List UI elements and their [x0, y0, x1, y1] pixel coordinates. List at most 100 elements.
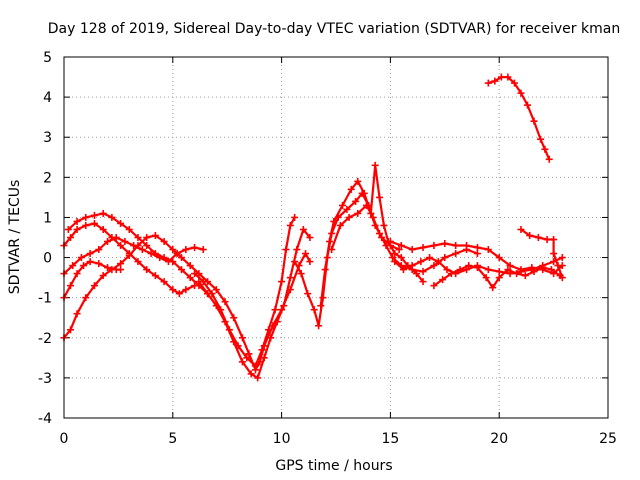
data-point	[426, 254, 434, 262]
y-tick-label: 5	[43, 50, 52, 66]
data-point	[186, 274, 194, 282]
data-point	[306, 234, 314, 241]
data-point	[530, 117, 538, 125]
data-point	[86, 258, 94, 266]
x-axis-label: GPS time / hours	[275, 458, 392, 474]
data-point	[217, 306, 225, 314]
x-tick-label: 0	[60, 431, 69, 447]
data-point	[151, 272, 159, 280]
data-point	[545, 155, 553, 163]
data-point	[495, 268, 503, 276]
data-point	[419, 244, 427, 252]
series-line	[62, 234, 311, 371]
data-point	[82, 213, 90, 221]
data-point	[175, 290, 183, 298]
series-arc-5	[60, 231, 314, 374]
x-tick-labels: 0 5 10 15 20 25	[60, 431, 617, 447]
data-point	[212, 286, 220, 294]
data-point	[160, 238, 168, 246]
data-point	[67, 282, 75, 290]
data-point	[534, 234, 542, 241]
data-point	[299, 225, 307, 233]
data-point	[345, 213, 353, 221]
data-point	[182, 286, 190, 294]
data-point	[447, 270, 455, 278]
data-point	[484, 246, 492, 254]
series-arc-13	[430, 262, 564, 292]
data-point	[280, 302, 288, 310]
data-point	[558, 274, 566, 282]
data-point	[408, 246, 416, 254]
data-point	[504, 73, 512, 81]
data-point	[267, 334, 275, 342]
data-point	[125, 252, 133, 260]
data-point	[452, 250, 460, 258]
data-point	[225, 326, 233, 334]
data-point	[376, 193, 384, 201]
data-point	[143, 242, 151, 250]
data-point	[80, 262, 88, 270]
data-point	[245, 350, 253, 358]
data-point	[452, 242, 460, 250]
data-point	[86, 250, 94, 258]
data-point	[169, 246, 177, 254]
data-point	[456, 266, 464, 274]
data-point	[108, 266, 116, 274]
y-tick-label: 0	[43, 251, 52, 267]
x-tick-label: 15	[381, 431, 399, 447]
y-tick-label: 4	[43, 90, 52, 106]
data-point	[258, 346, 266, 354]
data-point	[254, 374, 262, 382]
series-line	[432, 264, 562, 289]
data-point	[104, 238, 112, 246]
data-point	[169, 286, 177, 294]
y-tick-label: -1	[38, 291, 52, 307]
y-tick-label: -4	[38, 411, 52, 427]
data-point	[90, 282, 98, 290]
data-point	[67, 234, 75, 241]
y-tick-label: -2	[38, 331, 52, 347]
data-point	[417, 258, 425, 266]
data-point	[182, 246, 190, 254]
y-axis-label: SDTVAR / TECUs	[7, 180, 23, 295]
data-point	[347, 185, 355, 193]
data-point	[315, 322, 323, 330]
data-point	[82, 294, 90, 302]
data-point	[386, 238, 394, 246]
data-point	[178, 266, 186, 274]
data-point	[121, 238, 129, 246]
data-point	[419, 278, 427, 286]
data-point	[82, 221, 90, 229]
data-point	[64, 225, 72, 233]
data-point	[95, 246, 103, 254]
data-point	[473, 250, 481, 258]
data-point	[484, 79, 492, 87]
data-point	[550, 250, 558, 258]
data-point	[465, 262, 473, 270]
data-point	[328, 246, 336, 254]
data-point	[99, 209, 107, 217]
plot-frame	[63, 56, 609, 419]
data-point	[430, 262, 438, 270]
data-point	[497, 73, 505, 81]
data-point	[238, 358, 246, 366]
data-point	[112, 234, 120, 241]
data-point	[134, 234, 142, 241]
data-point	[306, 258, 314, 266]
data-point	[419, 268, 427, 276]
data-point	[178, 254, 186, 262]
data-point	[495, 254, 503, 262]
data-point	[360, 189, 368, 197]
data-point	[278, 278, 286, 286]
data-point	[69, 262, 77, 270]
data-point	[304, 290, 312, 298]
data-point	[73, 310, 81, 318]
data-point	[325, 238, 333, 246]
data-point	[164, 258, 172, 266]
data-point	[517, 89, 525, 97]
data-point	[293, 246, 301, 254]
data-point	[550, 236, 558, 244]
data-point	[510, 79, 518, 87]
data-point	[382, 242, 390, 250]
data-point	[558, 254, 566, 262]
